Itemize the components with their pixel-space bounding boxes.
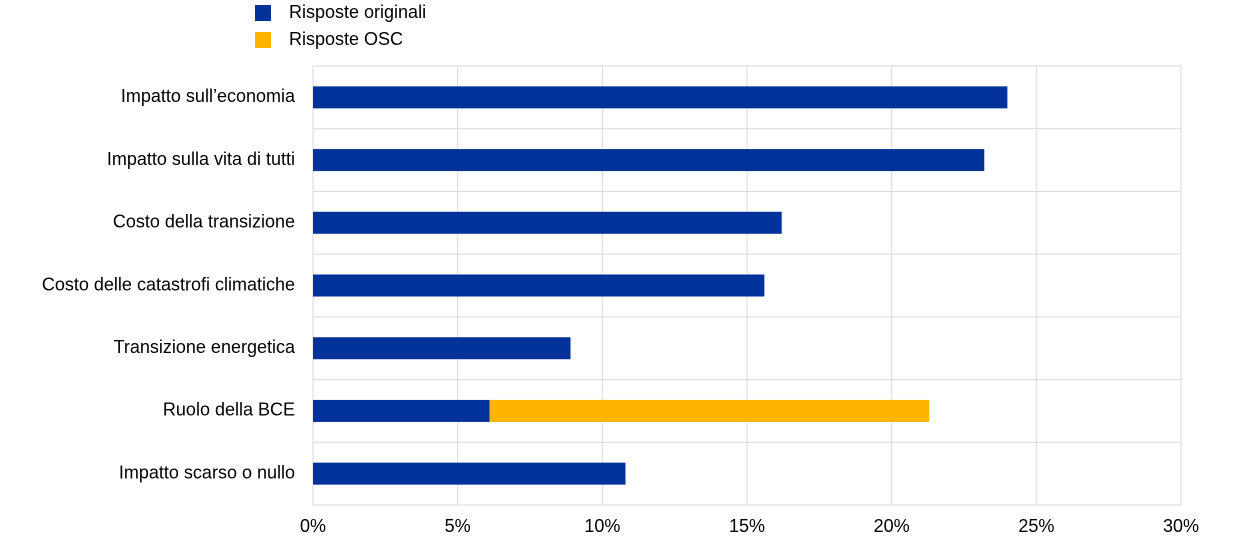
x-tick-label: 25%: [1018, 516, 1054, 536]
x-tick-label: 30%: [1163, 516, 1199, 536]
legend-label: Risposte originali: [289, 2, 426, 22]
bar: [313, 462, 626, 485]
bar: [313, 399, 490, 422]
bar: [313, 337, 571, 360]
x-tick-label: 5%: [445, 516, 471, 536]
legend-swatch: [255, 5, 271, 21]
bar: [313, 86, 1008, 109]
x-tick-label: 20%: [874, 516, 910, 536]
x-tick-label: 15%: [729, 516, 765, 536]
y-tick-label: Costo delle catastrofi climatiche: [42, 274, 295, 294]
y-tick-label: Impatto sull’economia: [121, 86, 296, 106]
y-tick-label: Costo della transizione: [113, 212, 295, 232]
y-tick-label: Transizione energetica: [114, 337, 296, 357]
bar: [489, 399, 930, 422]
bar: [313, 211, 782, 234]
y-tick-label: Impatto sulla vita di tutti: [107, 149, 295, 169]
x-tick-label: 0%: [300, 516, 326, 536]
x-tick-label: 10%: [584, 516, 620, 536]
y-tick-label: Ruolo della BCE: [163, 400, 295, 420]
bar: [313, 149, 985, 172]
legend-label: Risposte OSC: [289, 29, 403, 49]
bar: [313, 274, 765, 297]
legend-swatch: [255, 32, 271, 48]
y-tick-label: Impatto scarso o nullo: [119, 462, 295, 482]
